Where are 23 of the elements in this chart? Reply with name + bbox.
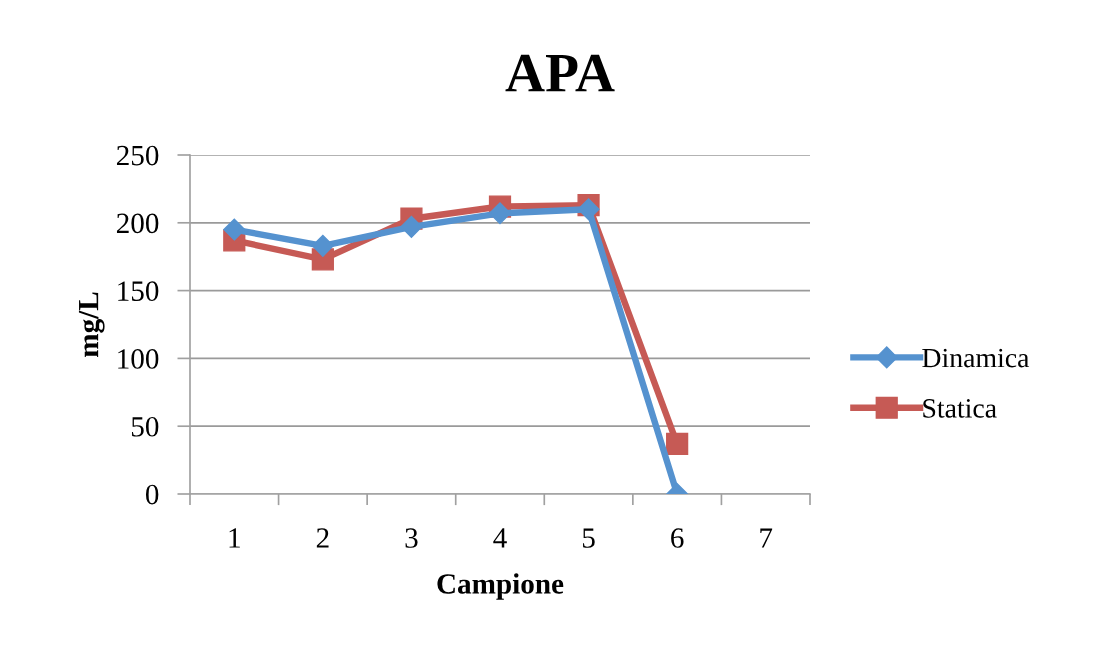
x-tick-label: 3 xyxy=(405,528,418,548)
y-tick-label: 0 xyxy=(145,484,159,505)
x-tick-label: 4 xyxy=(493,528,507,548)
x-tick-label: 5 xyxy=(582,528,595,548)
point xyxy=(666,432,689,455)
y-axis-title: mg/L xyxy=(78,292,105,357)
x-tick-label: 2 xyxy=(316,528,329,548)
point xyxy=(311,234,334,257)
chart-title: APA xyxy=(505,54,615,92)
y-tick-label: 250 xyxy=(116,145,159,166)
x-tick-label: 1 xyxy=(229,528,240,548)
point xyxy=(488,202,512,225)
y-tick-label: 50 xyxy=(131,416,159,437)
y-tick-label: 200 xyxy=(116,213,159,234)
point xyxy=(400,215,423,238)
point xyxy=(223,218,246,241)
x-tick-label: 6 xyxy=(671,528,684,548)
x-tick-label: 7 xyxy=(760,528,773,548)
x-axis-title: Campione xyxy=(437,573,564,600)
y-tick-label: 150 xyxy=(118,281,159,302)
y-tick-label: 100 xyxy=(118,349,159,369)
legend-label: Dinamica xyxy=(922,348,1030,368)
legend-label: Statica xyxy=(923,399,997,418)
